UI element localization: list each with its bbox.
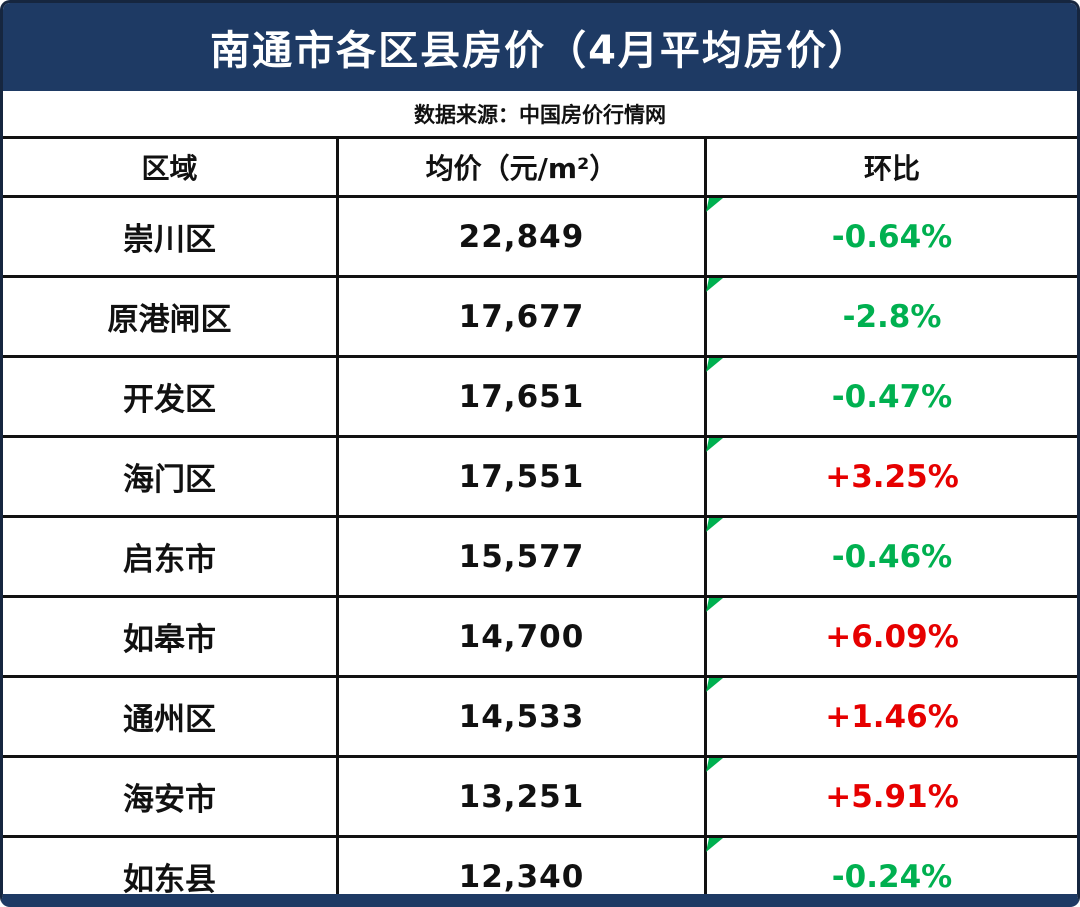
table-header-row: 区域 均价（元/m²） 环比 — [3, 139, 1077, 198]
change-cell: +3.25% — [706, 438, 1077, 515]
triangle-marker-icon — [706, 198, 723, 212]
change-value: -0.46% — [831, 538, 953, 575]
table-title-bar: 南通市各区县房价（4月平均房价） — [3, 3, 1077, 91]
region-cell: 通州区 — [3, 678, 339, 755]
change-value: +5.91% — [825, 778, 959, 815]
header-region: 区域 — [3, 139, 339, 195]
change-value: -0.64% — [831, 218, 953, 255]
price-cell: 14,700 — [339, 598, 707, 675]
page-title: 南通市各区县房价（4月平均房价） — [210, 28, 870, 74]
table-row: 海门区 17,551 +3.25% — [3, 438, 1077, 518]
price-cell: 13,251 — [339, 758, 707, 835]
triangle-marker-icon — [706, 278, 723, 292]
change-value: +1.46% — [825, 698, 959, 735]
price-cell: 17,651 — [339, 358, 707, 435]
change-cell: +5.91% — [706, 758, 1077, 835]
change-cell: -0.47% — [706, 358, 1077, 435]
triangle-marker-icon — [706, 518, 723, 532]
table-row: 启东市 15,577 -0.46% — [3, 518, 1077, 598]
table-row: 通州区 14,533 +1.46% — [3, 678, 1077, 758]
header-change: 环比 — [707, 139, 1077, 195]
change-value: -0.24% — [831, 858, 953, 895]
change-value: -2.8% — [842, 298, 942, 335]
change-value: -0.47% — [831, 378, 953, 415]
triangle-marker-icon — [706, 758, 723, 772]
region-cell: 如皋市 — [3, 598, 339, 675]
change-cell: -0.46% — [706, 518, 1077, 595]
region-cell: 海门区 — [3, 438, 339, 515]
change-value: +3.25% — [825, 458, 959, 495]
change-cell: +1.46% — [706, 678, 1077, 755]
region-cell: 海安市 — [3, 758, 339, 835]
triangle-marker-icon — [706, 438, 723, 452]
table-row: 原港闸区 17,677 -2.8% — [3, 278, 1077, 358]
region-cell: 启东市 — [3, 518, 339, 595]
triangle-marker-icon — [706, 678, 723, 692]
region-cell: 崇川区 — [3, 198, 339, 275]
region-cell: 如东县 — [3, 838, 339, 894]
price-cell: 22,849 — [339, 198, 707, 275]
data-source-label: 数据来源：中国房价行情网 — [414, 102, 666, 127]
price-cell: 17,677 — [339, 278, 707, 355]
price-cell: 12,340 — [339, 838, 707, 894]
region-cell: 原港闸区 — [3, 278, 339, 355]
header-price: 均价（元/m²） — [339, 139, 707, 195]
table-row: 开发区 17,651 -0.47% — [3, 358, 1077, 438]
table-row: 海安市 13,251 +5.91% — [3, 758, 1077, 838]
table-row: 如东县 12,340 -0.24% — [3, 838, 1077, 895]
table-row: 如皋市 14,700 +6.09% — [3, 598, 1077, 678]
change-cell: -2.8% — [706, 278, 1077, 355]
price-cell: 17,551 — [339, 438, 707, 515]
region-cell: 开发区 — [3, 358, 339, 435]
change-cell: -0.64% — [706, 198, 1077, 275]
price-cell: 15,577 — [339, 518, 707, 595]
change-cell: +6.09% — [706, 598, 1077, 675]
data-source-bar: 数据来源：中国房价行情网 — [3, 91, 1077, 139]
price-cell: 14,533 — [339, 678, 707, 755]
triangle-marker-icon — [706, 838, 723, 852]
triangle-marker-icon — [706, 358, 723, 372]
triangle-marker-icon — [706, 598, 723, 612]
table-row: 崇川区 22,849 -0.64% — [3, 198, 1077, 278]
change-value: +6.09% — [825, 618, 959, 655]
change-cell: -0.24% — [706, 838, 1077, 895]
